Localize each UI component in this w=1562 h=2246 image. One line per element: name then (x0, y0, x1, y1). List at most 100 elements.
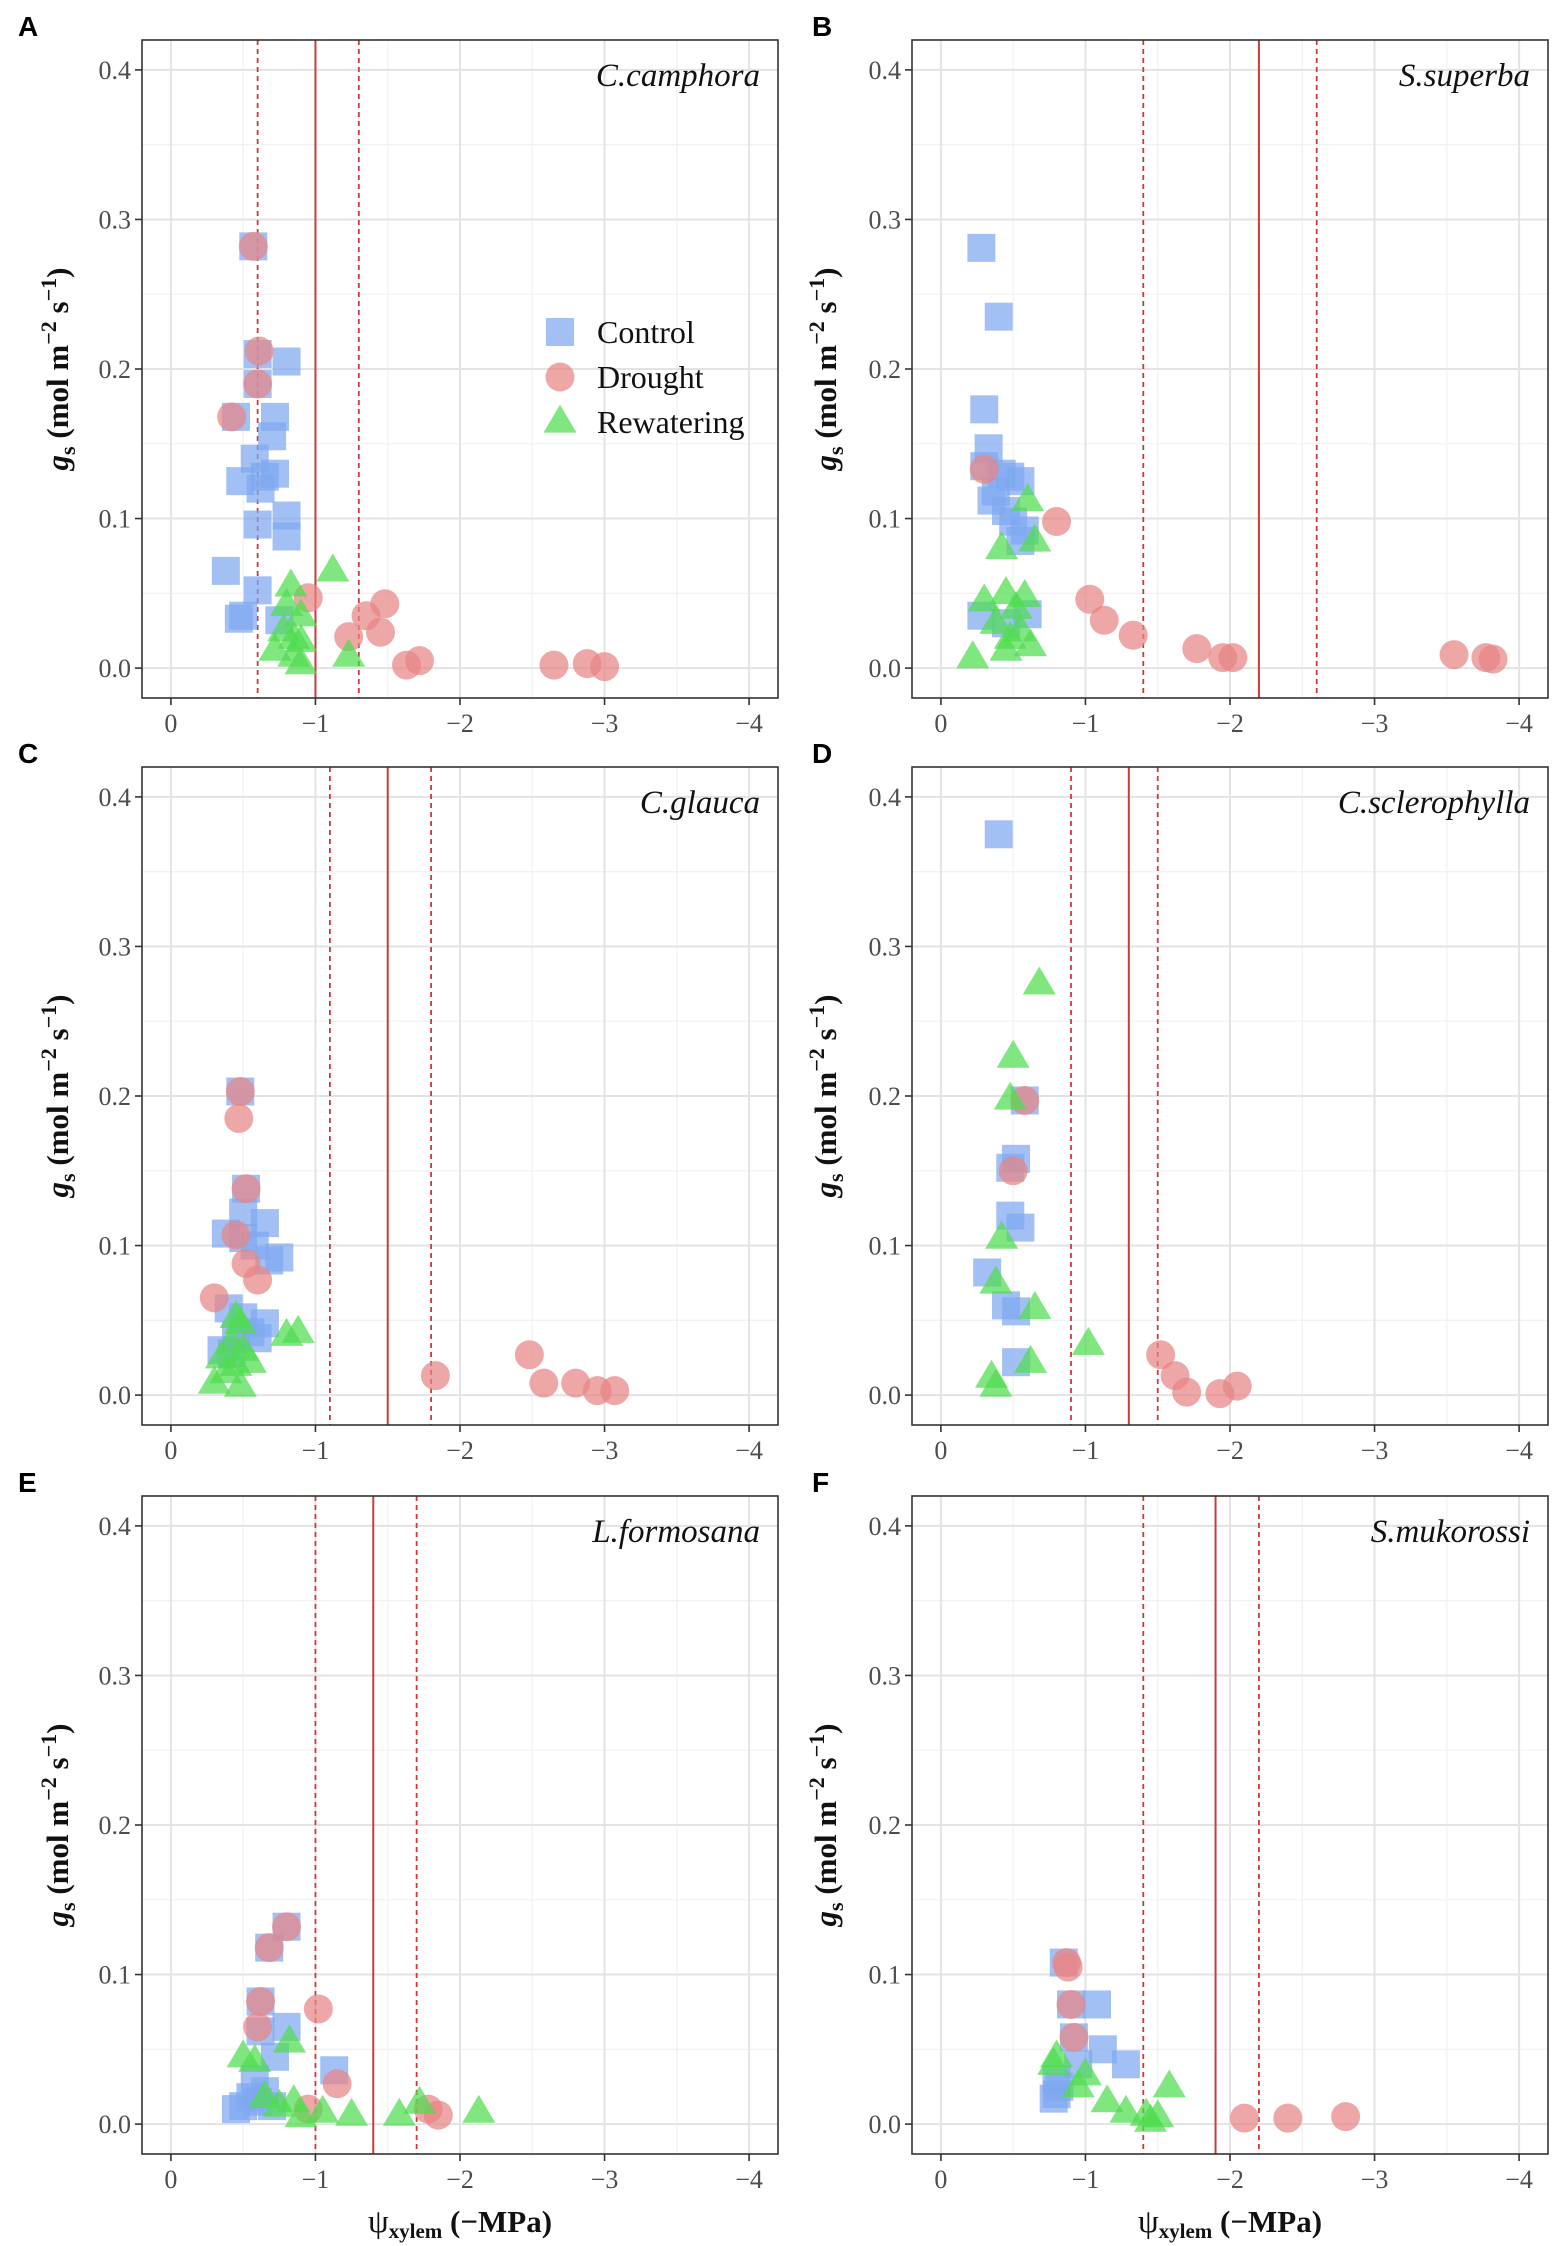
x-axis-label: ψxylem (−MPa) (1138, 2204, 1322, 2243)
x-tick-label: −4 (1505, 709, 1533, 738)
control-point (246, 474, 275, 503)
control-point (243, 576, 272, 605)
rewatering-point (1109, 2094, 1143, 2123)
rewatering-point (1037, 2046, 1071, 2075)
x-tick-label: 0 (164, 2165, 177, 2194)
control-point (272, 347, 301, 376)
y-tick-label: 0.1 (869, 1961, 902, 1990)
drought-point (243, 1265, 273, 1295)
series-rewatering (226, 2024, 496, 2128)
series-rewatering (975, 966, 1105, 1397)
drought-point (1478, 644, 1508, 674)
x-tick-label: −3 (1361, 709, 1389, 738)
rewatering-point (258, 632, 292, 661)
y-axis-label: gs (mol m−2 s−1) (36, 995, 80, 1199)
y-tick-label: 0.1 (99, 505, 132, 534)
y-tick-label: 0.0 (99, 1381, 132, 1410)
x-tick-label: −2 (446, 709, 474, 738)
rewatering-point (284, 598, 318, 627)
rewatering-point (274, 568, 308, 597)
drought-point (590, 652, 620, 682)
y-axis-label: gs (mol m−2 s−1) (804, 995, 848, 1199)
drought-point (1182, 634, 1212, 664)
species-title: C.sclerophylla (1338, 785, 1530, 821)
x-tick-label: 0 (934, 2165, 947, 2194)
x-tick-label: −2 (446, 1436, 474, 1465)
y-tick-label: 0.4 (869, 56, 902, 85)
y-tick-label: 0.0 (99, 2110, 132, 2139)
rewatering-point (262, 2088, 296, 2117)
y-tick-label: 0.1 (869, 1232, 902, 1261)
drought-point (334, 622, 364, 652)
rewatering-point (999, 590, 1033, 619)
rewatering-point (1061, 2069, 1095, 2098)
control-point (211, 556, 240, 585)
y-tick-label: 0.3 (99, 932, 132, 961)
panel-letter: B (812, 11, 832, 42)
rewatering-point (1071, 1326, 1105, 1355)
drought-point (231, 1174, 261, 1204)
y-tick-label: 0.2 (869, 1811, 902, 1840)
x-tick-label: −2 (1216, 2165, 1244, 2194)
rewatering-point (335, 2097, 369, 2126)
rewatering-point (1134, 2103, 1167, 2132)
rewatering-point (270, 1317, 304, 1346)
drought-point (254, 1933, 284, 1963)
species-title: C.camphora (596, 58, 760, 94)
drought-point (1273, 2103, 1303, 2133)
y-tick-label: 0.4 (99, 1512, 132, 1541)
rewatering-point (197, 1365, 231, 1394)
drought-point (1218, 643, 1248, 673)
rewatering-point (989, 632, 1023, 661)
drought-point (1229, 2103, 1259, 2133)
y-tick-label: 0.1 (869, 505, 902, 534)
y-tick-label: 0.3 (869, 932, 902, 961)
drought-point (303, 1994, 333, 2024)
rewatering-point (1011, 483, 1045, 512)
rewatering-point (979, 1368, 1013, 1397)
control-point (221, 2095, 250, 2124)
y-tick-label: 0.3 (869, 205, 902, 234)
panel-f: 0 −1 −2 −3 −4 0.0 0.1 0.2 0.3 0.4 F S.mukorossi gs (… (804, 1467, 1549, 2243)
x-tick-label: −4 (735, 1436, 763, 1465)
y-tick-label: 0.2 (869, 1082, 902, 1111)
x-tick-label: −3 (591, 1436, 619, 1465)
y-tick-label: 0.4 (869, 783, 902, 812)
x-axis-label: ψxylem (−MPa) (368, 2204, 552, 2243)
legend-control-swatch (546, 318, 574, 346)
x-tick-label: −1 (302, 709, 330, 738)
legend-control-label: Control (597, 314, 695, 350)
x-tick-label: −4 (735, 2165, 763, 2194)
panel-letter: F (812, 1467, 829, 1498)
drought-point (600, 1376, 630, 1406)
rewatering-point (284, 2099, 318, 2128)
series-drought (1052, 1948, 1361, 2133)
y-tick-label: 0.3 (869, 1661, 902, 1690)
series-rewatering (956, 483, 1052, 669)
y-tick-label: 0.0 (869, 1381, 902, 1410)
drought-point (366, 617, 395, 647)
drought-point (539, 650, 569, 680)
x-tick-label: −4 (735, 709, 763, 738)
x-tick-label: 0 (934, 1436, 947, 1465)
drought-point (1089, 605, 1119, 635)
control-point (984, 302, 1013, 331)
drought-point (420, 1361, 450, 1391)
drought-point (1042, 507, 1072, 537)
rewatering-point (462, 2094, 496, 2123)
x-tick-label: −2 (1216, 709, 1244, 738)
y-tick-label: 0.0 (869, 2110, 902, 2139)
x-tick-label: −3 (591, 709, 619, 738)
series-control (211, 232, 301, 635)
y-axis-label: gs (mol m−2 s−1) (36, 268, 80, 472)
x-tick-label: −4 (1505, 2165, 1533, 2194)
control-point (1083, 1990, 1112, 2019)
drought-point (529, 1368, 559, 1398)
x-tick-label: −3 (1361, 1436, 1389, 1465)
rewatering-point (306, 2094, 340, 2123)
drought-point (1222, 1371, 1252, 1401)
legend-drought-label: Drought (597, 359, 704, 395)
rewatering-point (403, 2085, 437, 2114)
series-control (1039, 1948, 1140, 2113)
y-tick-label: 0.2 (99, 1082, 132, 1111)
